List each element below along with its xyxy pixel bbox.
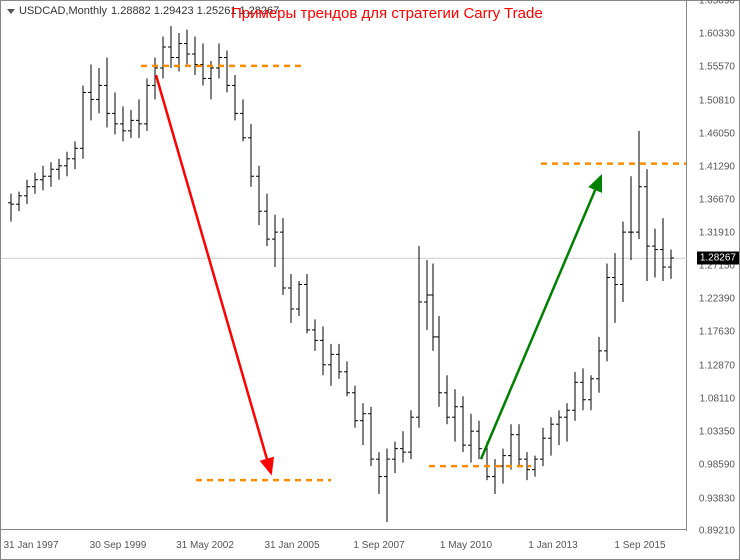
- annotation-title: Примеры трендов для стратегии Carry Trad…: [231, 5, 543, 22]
- x-axis: 31 Jan 1997 30 Sep 1999 31 May 2002 31 Jan …: [1, 529, 687, 559]
- y-tick: 1.12870: [699, 360, 735, 371]
- y-tick: 1.46050: [699, 128, 735, 139]
- x-tick: 1 Jan 2013: [528, 540, 578, 551]
- x-tick: 1 May 2010: [440, 540, 492, 551]
- y-tick: 1.03350: [699, 427, 735, 438]
- y-tick: 1.08110: [700, 393, 735, 404]
- y-tick: 1.36670: [699, 194, 735, 205]
- y-tick: 1.22390: [699, 294, 735, 305]
- y-tick: 1.31910: [699, 227, 735, 238]
- chart-plot-area[interactable]: USDCAD,Monthly 1.28882 1.29423 1.25261 1…: [1, 1, 687, 531]
- y-tick: 0.93830: [699, 493, 735, 504]
- x-tick: 31 Jan 1997: [3, 540, 58, 551]
- y-tick: 1.50810: [699, 95, 735, 106]
- y-tick: 1.60330: [699, 29, 735, 40]
- price-bars: [8, 26, 674, 522]
- x-tick: 31 Jan 2005: [264, 540, 319, 551]
- dashed-levels: [141, 66, 686, 480]
- symbol-label: USDCAD,Monthly: [19, 5, 107, 17]
- chart-svg: [1, 1, 687, 531]
- x-tick: 1 Sep 2007: [353, 540, 404, 551]
- trend-arrows: [156, 75, 601, 473]
- dropdown-icon[interactable]: [7, 9, 15, 14]
- y-tick: 1.17630: [699, 327, 735, 338]
- y-tick: 0.89210: [699, 526, 735, 537]
- x-tick: 1 Sep 2015: [614, 540, 665, 551]
- chart-container: USDCAD,Monthly 1.28882 1.29423 1.25261 1…: [0, 0, 740, 560]
- x-tick: 30 Sep 1999: [90, 540, 147, 551]
- y-tick: 1.65090: [699, 0, 735, 7]
- x-tick: 31 May 2002: [176, 540, 234, 551]
- price-flag: 1.28267: [697, 252, 739, 265]
- y-tick: 0.98590: [699, 460, 735, 471]
- y-tick: 1.55570: [699, 62, 735, 73]
- y-tick: 1.41290: [699, 162, 735, 173]
- y-axis: 1.65090 1.60330 1.55570 1.50810 1.46050 1.412…: [685, 1, 739, 531]
